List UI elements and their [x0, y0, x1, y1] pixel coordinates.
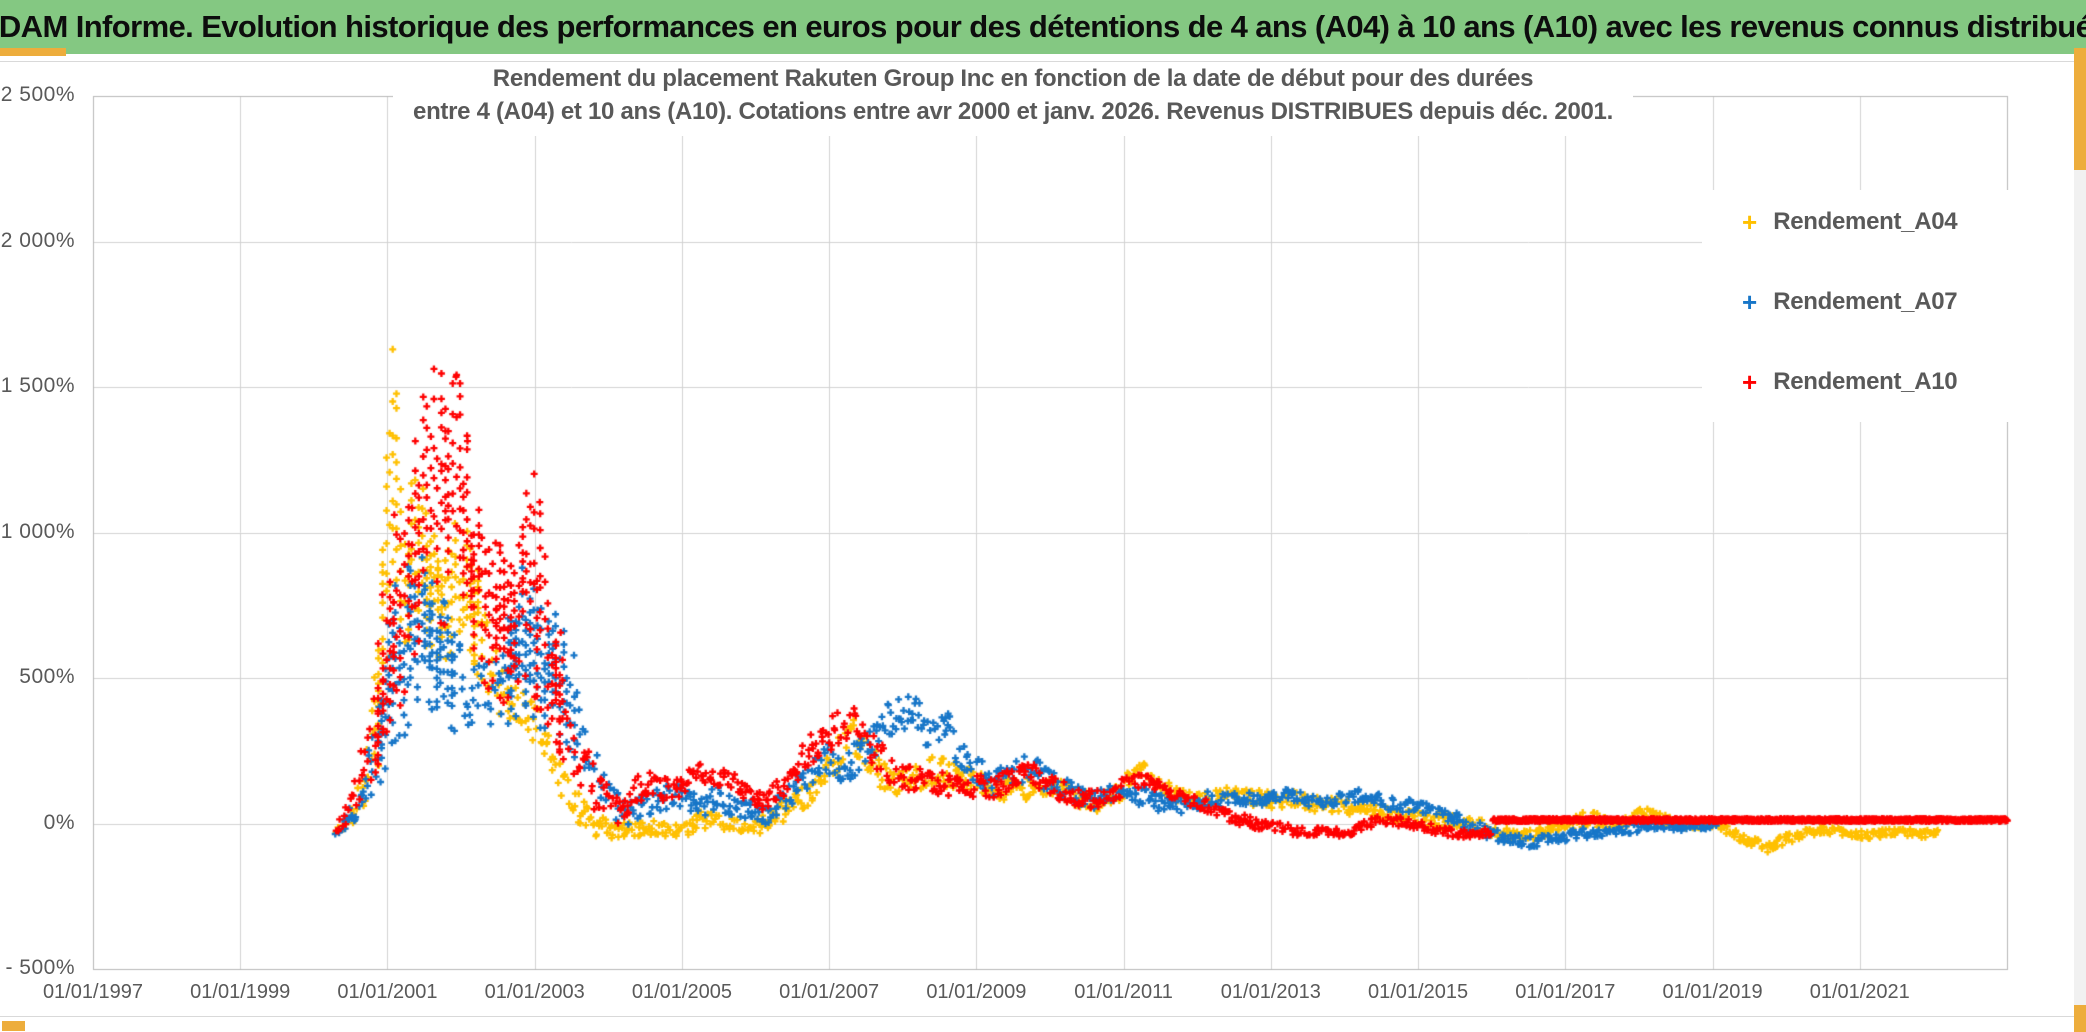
plus-marker-icon: +	[1742, 207, 1758, 237]
x-tick-label: 01/01/2013	[1220, 981, 1321, 1003]
chart-title-line1: Rendement du placement Rakuten Group Inc…	[492, 65, 1534, 92]
legend-label: Rendement_A04	[1773, 208, 1958, 235]
app-header-title: ADAM Informe. Evolution historique des p…	[0, 9, 2086, 44]
app-header: ADAM Informe. Evolution historique des p…	[0, 0, 2086, 54]
x-tick-label: 01/01/2007	[779, 981, 880, 1003]
x-tick-label: 01/01/2017	[1515, 981, 1616, 1003]
chart-legend: + Rendement_A04 + Rendement_A07 + Rendem…	[1702, 190, 2010, 422]
gold-accent-top-left	[0, 48, 66, 56]
y-tick-label: 2 500%	[0, 83, 75, 106]
chart-title-line2: entre 4 (A04) et 10 ans (A10). Cotations…	[413, 98, 1613, 125]
legend-item-rendement-a10: + Rendement_A10	[1742, 362, 1958, 402]
x-tick-label: 01/01/2009	[926, 981, 1027, 1003]
legend-label: Rendement_A07	[1773, 288, 1958, 315]
x-tick-label: 01/01/2003	[484, 981, 585, 1003]
y-tick-label: 0%	[43, 810, 75, 834]
y-tick-label: 1 500%	[0, 374, 75, 397]
chart-title: Rendement du placement Rakuten Group Inc…	[393, 58, 1633, 136]
x-tick-label: 01/01/2005	[631, 981, 732, 1003]
y-tick-label: - 500%	[5, 956, 75, 979]
y-tick-label: 500%	[19, 665, 75, 688]
legend-label: Rendement_A10	[1773, 368, 1958, 395]
chart-bottom-border	[0, 1016, 2086, 1017]
gold-accent-right-bottom	[2074, 1005, 2086, 1032]
x-tick-label: 01/01/2001	[337, 981, 438, 1003]
gold-accent-bottom-left	[2, 1021, 25, 1031]
y-tick-label: 1 000%	[0, 519, 75, 543]
header-divider	[0, 61, 2086, 62]
plus-marker-icon: +	[1742, 367, 1758, 397]
x-tick-label: 01/01/2019	[1662, 981, 1763, 1003]
x-tick-label: 01/01/2011	[1074, 981, 1173, 1003]
legend-item-rendement-a07: + Rendement_A07	[1742, 282, 1958, 322]
x-tick-label: 01/01/2021	[1809, 981, 1910, 1003]
y-tick-label: 2 000%	[0, 228, 75, 252]
gold-accent-right-top	[2074, 48, 2086, 170]
legend-item-rendement-a04: + Rendement_A04	[1742, 202, 1958, 242]
plus-marker-icon: +	[1742, 287, 1758, 317]
x-tick-label: 01/01/1999	[190, 981, 291, 1003]
x-tick-label: 01/01/2015	[1368, 981, 1469, 1003]
x-tick-label: 01/01/1997	[42, 981, 144, 1003]
right-edge-strip	[2074, 48, 2086, 1032]
